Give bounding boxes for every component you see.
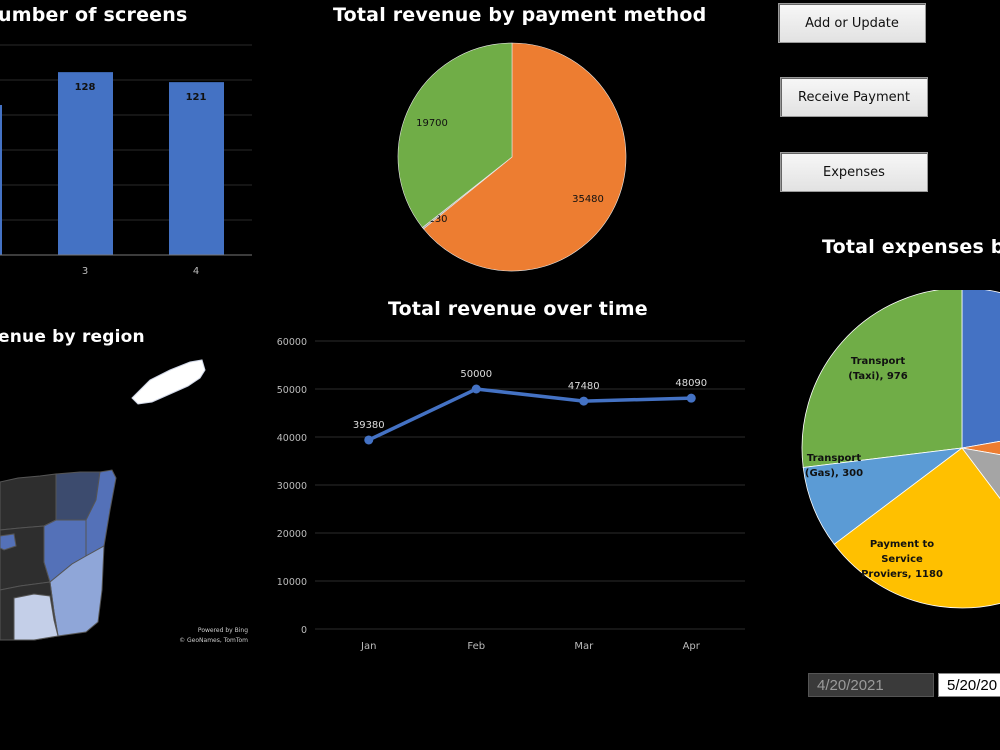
region-map: Powered by Bing © GeoNames, TomTom [0,359,248,644]
payment-slice-label: 35480 [572,194,604,205]
expenses-slice-0 [801,290,963,468]
line-value-label: 47480 [568,381,600,392]
expenses-slice-label: Transport (Gas), 300 [805,453,863,479]
map-region-south [13,593,59,641]
payment-chart-title: Total revenue by payment method [333,4,707,26]
line-point-Feb [471,384,481,394]
start-date-field[interactable]: 4/20/2021 [808,673,934,697]
line-point-Jan [364,435,374,445]
bar-4 [169,82,224,255]
payment-slice-0 [423,42,627,272]
line-value-label: 48090 [675,378,707,389]
revenue-line-chart: 0 10000 20000 30000 40000 50000 60000 39380 Jan 5… [277,337,745,652]
svg-text:Transport(Taxi), 976: Transport (Taxi), 976 [848,356,907,382]
expenses-slice-2 [833,447,1000,609]
map-attribution-1: Powered by Bing [198,627,248,634]
payment-pie-chart: 35480 130 19700 [397,42,627,272]
bar-cropped [0,105,2,255]
line-ytick-label: 60000 [277,337,307,348]
screens-chart-title: umber of screens [0,4,188,26]
screens-bar-chart: 128 3 121 4 [0,44,252,277]
bar-category-label: 3 [82,266,88,277]
payment-slice-label: 130 [428,214,447,225]
expenses-slice-label: Transport (Taxi), 976 [848,356,907,382]
svg-text:Transport(Gas), 300: Transport (Gas), 300 [805,453,863,479]
line-xtick-label: Feb [467,641,485,652]
line-value-label: 50000 [460,369,492,380]
map-region-west-enclave [0,533,17,551]
map-region-northwest [0,473,57,531]
map-region-tobago [131,359,206,405]
payment-slice-label: 19700 [416,118,448,129]
expenses-slice-cropped-blue [961,290,1000,449]
line-xtick-label: Mar [574,641,594,652]
line-xtick-label: Jan [360,641,376,652]
receive-payment-button[interactable]: Receive Payment [780,77,928,117]
line-point-Apr [686,393,696,403]
line-xtick-label: Apr [683,641,701,652]
expenses-pie-chart: Transport (Taxi), 976 Transport (Gas), 300 P… [801,290,1000,609]
add-or-update-button[interactable]: Add or Update [778,3,926,43]
line-ytick-label: 0 [301,625,307,636]
payment-slice-2 [397,42,513,228]
bar-category-label: 4 [193,266,199,277]
expenses-slice-cropped-gray [961,447,1000,500]
revenue-line [368,387,692,442]
bar-value-label: 128 [75,82,96,93]
bar-value-label: 121 [186,92,207,103]
line-ytick-label: 40000 [277,433,307,444]
line-ytick-label: 10000 [277,577,307,588]
line-ytick-label: 50000 [277,385,307,396]
map-attribution-2: © GeoNames, TomTom [179,637,248,644]
line-value-label: 39380 [353,420,385,431]
bar-3 [58,72,113,255]
line-ytick-label: 20000 [277,529,307,540]
region-map-title: enue by region [0,327,145,347]
line-point-Mar [579,396,589,406]
expenses-button[interactable]: Expenses [780,152,928,192]
line-ytick-label: 30000 [277,481,307,492]
expenses-chart-title: Total expenses by [822,236,1000,258]
expenses-slice-cropped-orange [961,440,1000,456]
time-chart-title: Total revenue over time [388,298,648,320]
end-date-field[interactable]: 5/20/20 [938,673,1000,697]
expenses-slice-label: Payment to Service Proviers, 1180 [861,539,943,580]
